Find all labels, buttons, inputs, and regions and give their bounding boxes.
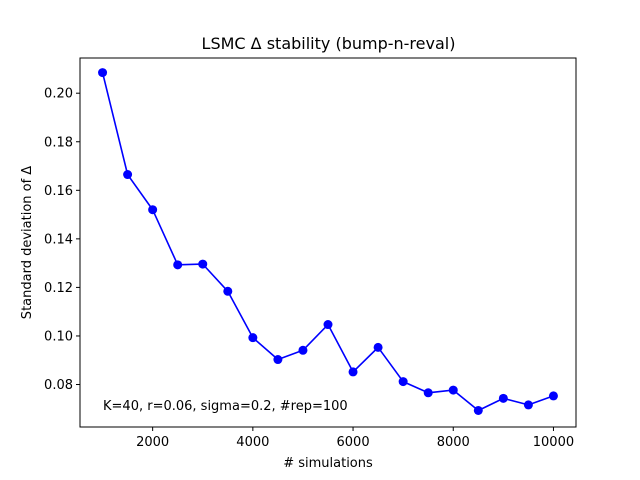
data-point	[298, 345, 308, 355]
x-tick-label: 6000	[337, 435, 370, 450]
data-point	[273, 355, 283, 365]
data-point	[98, 68, 108, 78]
x-tick-label: 10000	[533, 435, 574, 450]
data-point	[248, 333, 258, 343]
x-axis-label: # simulations	[283, 456, 373, 471]
data-point	[348, 367, 358, 377]
y-tick-label: 0.14	[44, 232, 73, 247]
y-tick-label: 0.20	[44, 87, 73, 102]
data-point	[523, 400, 533, 410]
chart-title: LSMC Δ stability (bump-n-reval)	[202, 34, 456, 53]
y-tick-label: 0.16	[44, 184, 73, 199]
data-point	[198, 259, 208, 269]
tick-layer: 2000 4000 6000 8000 10000 0.08 0.10 0.12 0.14 0.1…	[44, 87, 574, 450]
y-tick-label: 0.08	[44, 378, 73, 393]
data-point	[398, 377, 408, 387]
data-point	[123, 170, 133, 180]
data-point	[323, 320, 333, 330]
data-point	[473, 405, 483, 415]
x-tick-label: 4000	[236, 435, 269, 450]
y-tick-label: 0.18	[44, 135, 73, 150]
data-point	[423, 388, 433, 398]
data-point	[373, 342, 383, 352]
y-tick-label: 0.10	[44, 329, 73, 344]
x-tick-label: 8000	[437, 435, 470, 450]
y-tick-label: 0.12	[44, 281, 73, 296]
plot-area	[80, 58, 576, 427]
data-point	[173, 260, 183, 270]
data-point	[223, 286, 233, 296]
chart-annotation: K=40, r=0.06, sigma=0.2, #rep=100	[103, 399, 348, 414]
data-point	[148, 205, 158, 215]
x-tick-label: 2000	[136, 435, 169, 450]
plot-frame	[79, 57, 577, 428]
data-point	[448, 385, 458, 395]
data-layer	[98, 68, 558, 415]
data-point	[498, 393, 508, 403]
data-point	[548, 391, 558, 401]
y-axis-label: Standard deviation of Δ	[20, 166, 35, 319]
